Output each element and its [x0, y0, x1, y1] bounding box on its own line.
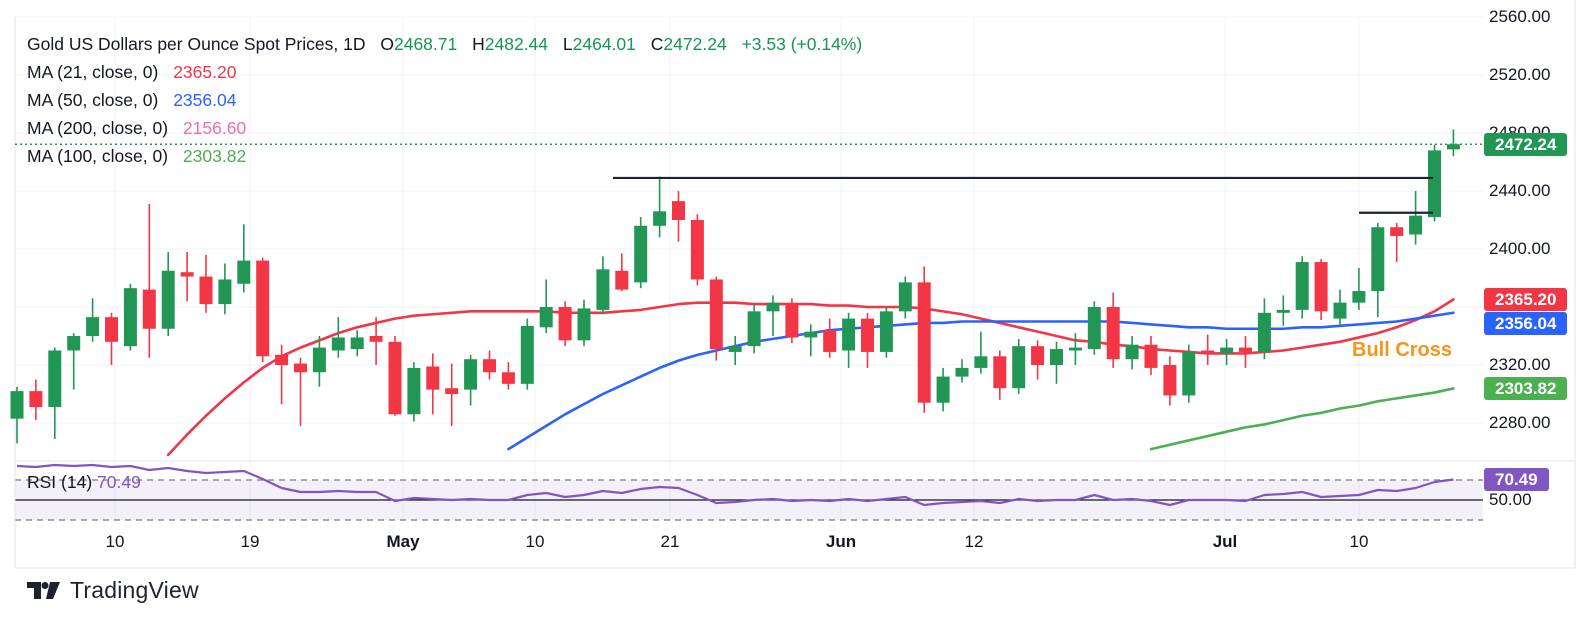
- ma200-value: 2156.60: [182, 118, 247, 138]
- ohlc-close-label: C: [650, 34, 664, 54]
- ma200-legend-row[interactable]: MA (200, close, 0) 2156.60: [27, 114, 862, 142]
- ma50-legend-row[interactable]: MA (50, close, 0) 2356.04: [27, 86, 862, 114]
- rsi-label: RSI (14): [27, 472, 93, 492]
- ohlc-high-label: H: [472, 34, 485, 54]
- ohlc-open-label: O: [380, 34, 394, 54]
- time-axis-label[interactable]: 10: [525, 532, 545, 551]
- bull-cross-annotation: Bull Cross: [1352, 339, 1453, 361]
- price-axis-label: 2520.00: [1489, 65, 1551, 84]
- rsi-value: 70.49: [97, 472, 141, 492]
- ohlc-open-value: 2468.71: [393, 34, 458, 54]
- symbol-title: Gold US Dollars per Ounce Spot Prices, 1…: [27, 34, 366, 54]
- tradingview-watermark[interactable]: TradingView: [27, 577, 199, 604]
- rsi-legend-row[interactable]: RSI (14) 70.49: [27, 472, 141, 493]
- ohlc-low-value: 2464.01: [572, 34, 636, 54]
- ma100-value: 2303.82: [182, 146, 247, 166]
- time-axis-label[interactable]: May: [386, 532, 420, 551]
- ohlc-close-value: 2472.24: [663, 34, 727, 54]
- ma200-label: MA (200, close, 0): [27, 118, 169, 138]
- price-axis-label: 2320.00: [1489, 355, 1551, 374]
- tradingview-logo-text: TradingView: [70, 577, 199, 603]
- price-axis-label: 50.00: [1489, 490, 1532, 509]
- price-badge[interactable]: 70.49: [1484, 468, 1549, 491]
- price-axis-label: 2560.00: [1489, 7, 1551, 26]
- price-badge[interactable]: 2472.24: [1484, 132, 1568, 156]
- ohlc-high-value: 2482.44: [484, 34, 549, 54]
- time-axis-label[interactable]: 19: [240, 532, 260, 551]
- price-axis-label: 2400.00: [1489, 239, 1551, 258]
- ma21-label: MA (21, close, 0): [27, 62, 159, 82]
- time-axis-label[interactable]: 12: [964, 532, 984, 551]
- time-axis-label[interactable]: 21: [660, 532, 680, 551]
- price-badge[interactable]: 2365.20: [1484, 287, 1568, 311]
- ohlc-change: +3.53 (+0.14%): [741, 34, 863, 54]
- ma21-legend-row[interactable]: MA (21, close, 0) 2365.20: [27, 58, 862, 86]
- symbol-title-row[interactable]: Gold US Dollars per Ounce Spot Prices, 1…: [27, 30, 862, 58]
- time-axis-label[interactable]: Jul: [1212, 532, 1238, 551]
- ma50-value: 2356.04: [173, 90, 237, 110]
- price-badge[interactable]: 2303.82: [1484, 376, 1568, 400]
- time-axis-label[interactable]: 10: [105, 532, 125, 551]
- ma100-label: MA (100, close, 0): [27, 146, 169, 166]
- price-badge[interactable]: 2356.04: [1484, 311, 1568, 335]
- time-axis-label[interactable]: Jun: [825, 532, 857, 551]
- price-axis-label: 2280.00: [1489, 413, 1551, 432]
- ma21-value: 2365.20: [173, 62, 237, 82]
- tradingview-logo-icon: [27, 581, 60, 599]
- ma50-label: MA (50, close, 0): [27, 90, 159, 110]
- ohlc-low-label: L: [562, 34, 573, 54]
- time-axis-label[interactable]: 10: [1349, 532, 1369, 551]
- ma100-legend-row[interactable]: MA (100, close, 0) 2303.82: [27, 142, 862, 170]
- price-axis-label: 2440.00: [1489, 181, 1551, 200]
- chart-legend: Gold US Dollars per Ounce Spot Prices, 1…: [27, 30, 862, 170]
